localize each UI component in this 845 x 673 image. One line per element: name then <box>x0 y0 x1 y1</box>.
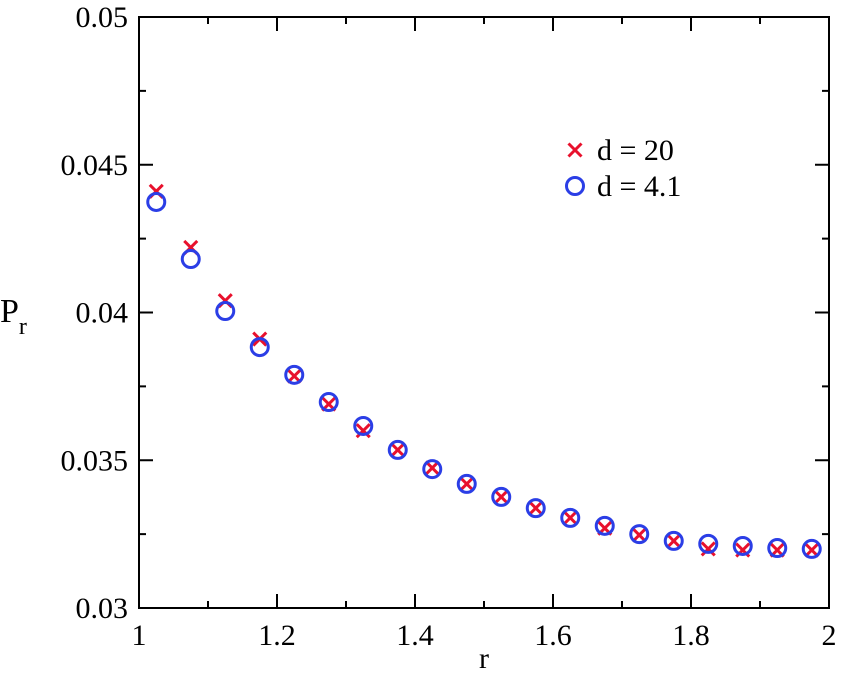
data-point <box>666 533 682 549</box>
data-point <box>318 392 339 413</box>
data-point <box>801 538 822 559</box>
data-point <box>387 439 408 460</box>
x-tick-label: 1.8 <box>672 619 710 652</box>
y-tick-label: 0.05 <box>76 1 129 34</box>
x-tick-label: 1.4 <box>396 619 434 652</box>
data-point <box>560 507 581 528</box>
data-point <box>355 423 371 439</box>
data-point <box>390 442 406 458</box>
data-point <box>562 510 578 526</box>
data-point <box>700 541 716 557</box>
data-point <box>525 498 546 519</box>
data-point <box>146 191 167 212</box>
legend-marker <box>565 176 585 196</box>
legend-marker <box>567 142 583 158</box>
data-point <box>215 301 236 322</box>
data-point <box>249 337 270 358</box>
y-axis-label-sub: r <box>19 314 27 340</box>
x-tick-label: 1.6 <box>534 619 572 652</box>
x-tick-label: 1.2 <box>258 619 296 652</box>
legend-label: d = 20 <box>597 134 674 167</box>
data-point <box>422 459 443 480</box>
data-point <box>528 500 544 516</box>
data-point <box>767 538 788 559</box>
data-point <box>631 527 647 543</box>
data-point <box>663 530 684 551</box>
x-tick-label: 2 <box>822 619 837 652</box>
y-tick-label: 0.04 <box>76 297 129 330</box>
data-point <box>491 486 512 507</box>
data-point <box>493 489 509 505</box>
plot-frame <box>138 16 830 609</box>
data-point <box>698 533 719 554</box>
y-tick-label: 0.045 <box>61 149 129 182</box>
x-axis-label: r <box>479 642 489 673</box>
data-point <box>594 515 615 536</box>
y-axis-label-main: P <box>0 293 19 330</box>
data-point <box>456 473 477 494</box>
data-point <box>284 364 305 385</box>
data-point <box>353 415 374 436</box>
data-point <box>180 249 201 270</box>
y-axis-label: Pr <box>0 293 27 340</box>
y-tick-label: 0.03 <box>76 592 129 625</box>
data-point <box>732 535 753 556</box>
data-point <box>629 524 650 545</box>
y-tick-label: 0.035 <box>61 444 129 477</box>
legend-label: d = 4.1 <box>597 170 681 203</box>
x-tick-label: 1 <box>132 619 147 652</box>
data-point <box>459 476 475 492</box>
